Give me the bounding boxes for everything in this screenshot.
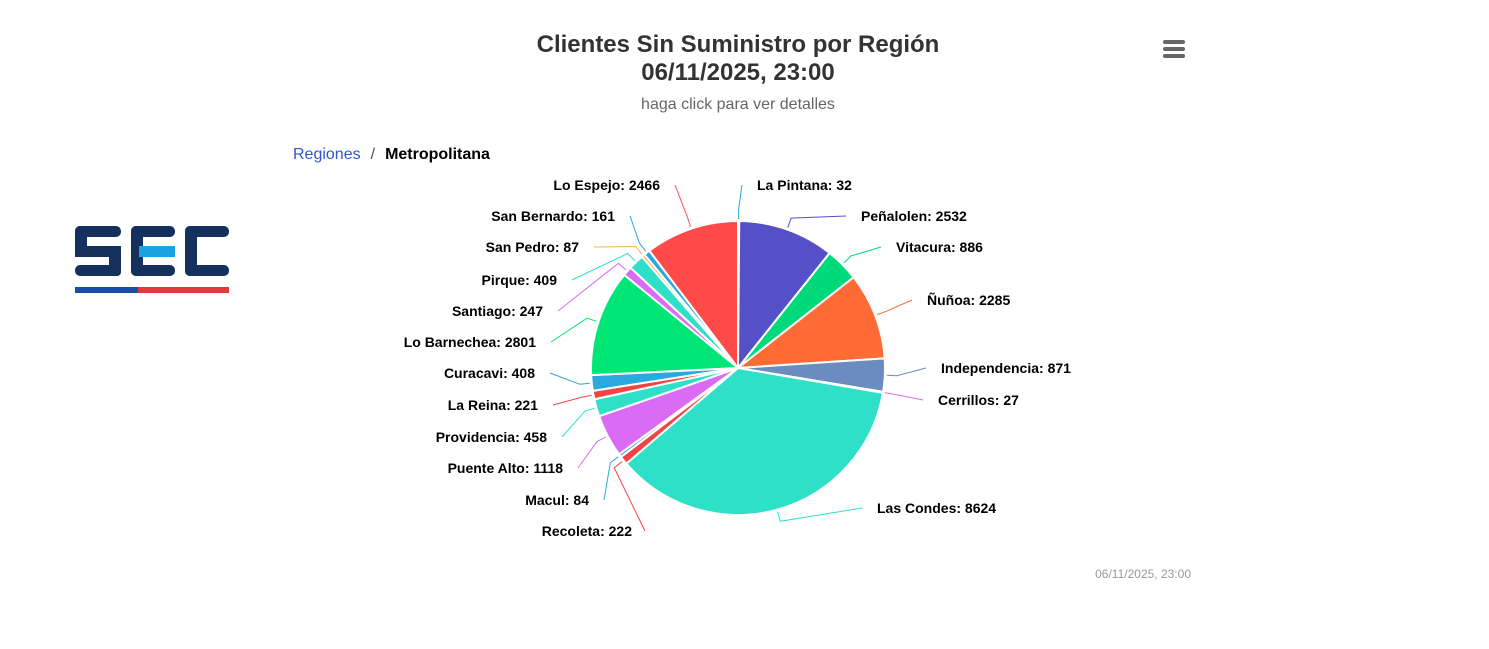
pie-connector [561, 407, 595, 438]
pie-slice[interactable] [737, 220, 831, 369]
sec-logo-mark [75, 226, 229, 293]
chart-subtitle: haga click para ver detalles [641, 96, 835, 113]
pie-data-label: Curacavi: 408 [444, 365, 535, 381]
chart-title: Clientes Sin Suministro por Región 06/11… [438, 31, 1038, 87]
pie-connector [593, 245, 643, 255]
chart-title-line2: 06/11/2025, 23:00 [641, 59, 835, 86]
pie-data-label: Las Condes: 8624 [877, 500, 996, 516]
breadcrumb: Regiones / Metropolitana [293, 145, 490, 165]
pie-connector [557, 262, 627, 312]
pie-data-label: Independencia: 871 [941, 360, 1071, 376]
pie-connector [738, 184, 743, 220]
pie-data-label: La Pintana: 32 [757, 177, 852, 193]
pie-data-label: Vitacura: 886 [896, 239, 983, 255]
chart-timestamp: 06/11/2025, 23:00 [1095, 567, 1191, 581]
pie-connector [613, 461, 646, 532]
hamburger-menu-icon[interactable] [1160, 34, 1188, 60]
pie-connector [876, 299, 913, 316]
chart-title-line1: Clientes Sin Suministro por Región [536, 31, 940, 58]
pie-data-label: Lo Espejo: 2466 [553, 177, 660, 193]
pie-connector [629, 215, 647, 252]
sec-logo [75, 226, 229, 293]
pie-data-label: Santiago: 247 [452, 303, 543, 319]
pie-connector [552, 394, 592, 406]
pie-connector [886, 367, 927, 377]
pie-data-label: Recoleta: 222 [542, 523, 632, 539]
pie-connector [884, 392, 924, 401]
pie-connector [777, 507, 863, 522]
pie-connector [577, 436, 607, 469]
pie-data-label: Providencia: 458 [436, 429, 547, 445]
pie-connector [550, 317, 597, 343]
pie-slice[interactable] [737, 276, 886, 369]
pie-slice[interactable] [648, 220, 739, 369]
pie-data-label: La Reina: 221 [448, 397, 538, 413]
pie-data-label: San Pedro: 87 [486, 239, 580, 255]
pie-connector [787, 215, 847, 228]
pie-connector [571, 252, 636, 281]
pie-data-label: Lo Barnechea: 2801 [404, 334, 536, 350]
pie-data-label: San Bernardo: 161 [491, 208, 615, 224]
pie-data-label: Cerrillos: 27 [938, 392, 1019, 408]
pie-data-label: Ñuñoa: 2285 [927, 291, 1010, 308]
pie-data-label: Pirque: 409 [482, 272, 558, 288]
pie-connector [843, 246, 882, 264]
pie-data-label: Puente Alto: 1118 [448, 460, 564, 476]
pie-slice[interactable] [625, 367, 884, 516]
pie-data-label: Peñalolen: 2532 [861, 208, 967, 224]
pie-connector [549, 372, 590, 385]
breadcrumb-separator: / [370, 146, 376, 163]
breadcrumb-link-regiones[interactable]: Regiones [293, 146, 361, 163]
pie-connector [603, 456, 619, 501]
breadcrumb-current: Metropolitana [385, 146, 490, 163]
pie-data-label: Macul: 84 [525, 492, 589, 508]
pie-connector [674, 184, 692, 227]
pie-slice[interactable] [590, 273, 739, 377]
